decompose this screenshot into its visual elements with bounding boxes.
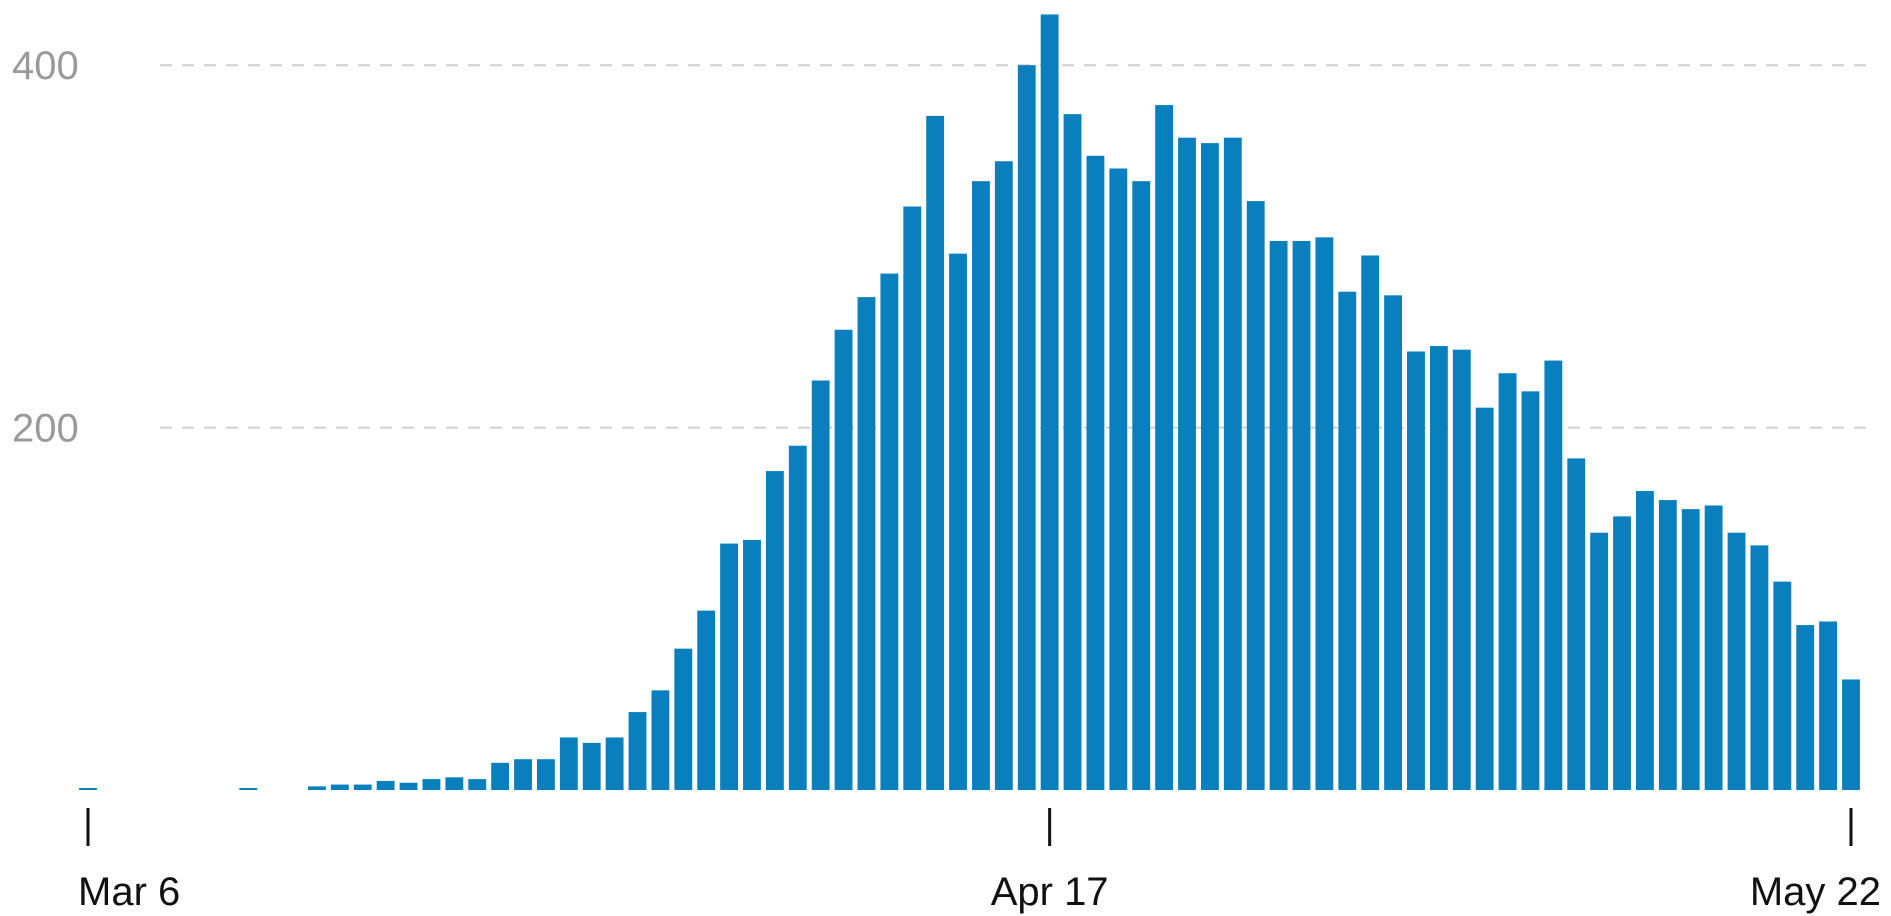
bar <box>1750 545 1769 790</box>
bar <box>582 742 601 790</box>
bar <box>1613 516 1631 790</box>
bar <box>1361 255 1380 790</box>
bar <box>1155 105 1174 790</box>
bar <box>422 779 441 790</box>
bar <box>1521 391 1540 790</box>
bar <box>330 784 349 790</box>
y-tick-label: 400 <box>12 44 79 88</box>
bar <box>491 762 510 790</box>
x-tick-label: May 22 <box>1750 870 1881 914</box>
bar <box>628 712 647 790</box>
bar <box>399 782 418 790</box>
bar <box>1681 509 1700 790</box>
bar <box>834 329 853 790</box>
bar <box>376 780 395 790</box>
bar <box>1292 240 1311 791</box>
bar <box>1223 137 1242 790</box>
bar <box>1819 621 1838 790</box>
bars <box>79 14 1860 791</box>
bar <box>788 445 807 790</box>
bar <box>239 788 258 790</box>
bar <box>1384 295 1403 790</box>
bar <box>1475 407 1494 790</box>
bar <box>468 779 487 790</box>
bar <box>903 206 922 790</box>
bar <box>1727 532 1746 790</box>
bar <box>765 471 784 790</box>
x-axis: Mar 6 Apr 17 May 22 <box>78 808 1881 914</box>
bar <box>811 380 830 790</box>
bar <box>972 181 990 791</box>
bar <box>1452 349 1471 790</box>
bar <box>79 788 97 790</box>
bar <box>1407 351 1425 790</box>
bar <box>949 253 967 790</box>
bar <box>353 784 372 790</box>
bar <box>1063 114 1082 790</box>
bar <box>1200 143 1219 791</box>
bar <box>1429 346 1448 790</box>
bar <box>926 115 945 791</box>
bar <box>1017 65 1036 790</box>
bar <box>536 759 555 790</box>
bar <box>857 297 876 790</box>
bar <box>559 737 578 790</box>
bar <box>1178 137 1196 790</box>
bar <box>1704 505 1723 790</box>
bar <box>1773 581 1792 790</box>
y-axis-tick-labels: 200 400 <box>12 44 79 450</box>
bar <box>514 759 532 790</box>
bar <box>651 690 670 790</box>
bar <box>1109 168 1128 790</box>
bar <box>1658 500 1677 790</box>
bar <box>1498 373 1517 790</box>
bar <box>720 543 739 790</box>
bar <box>1842 679 1860 790</box>
bar <box>1086 155 1105 791</box>
bar <box>1132 181 1151 791</box>
bar <box>605 737 624 790</box>
y-tick-label: 200 <box>12 407 79 451</box>
bar <box>308 786 326 790</box>
x-tick-label: Mar 6 <box>78 870 180 914</box>
bar <box>994 161 1013 791</box>
bar <box>1567 458 1586 790</box>
bar <box>445 777 464 790</box>
bar <box>880 273 899 791</box>
bar <box>1636 491 1654 790</box>
bar <box>1338 291 1357 790</box>
bar <box>1246 201 1265 791</box>
bar <box>1796 625 1815 790</box>
bar <box>674 648 693 790</box>
bar <box>1590 532 1609 790</box>
bar <box>1269 240 1288 791</box>
gridlines <box>160 64 1870 429</box>
bar <box>743 539 761 790</box>
x-tick-label: Apr 17 <box>991 870 1109 914</box>
bar <box>1315 237 1334 791</box>
bar <box>1040 14 1059 791</box>
bar <box>1544 360 1563 790</box>
bar <box>697 610 716 790</box>
